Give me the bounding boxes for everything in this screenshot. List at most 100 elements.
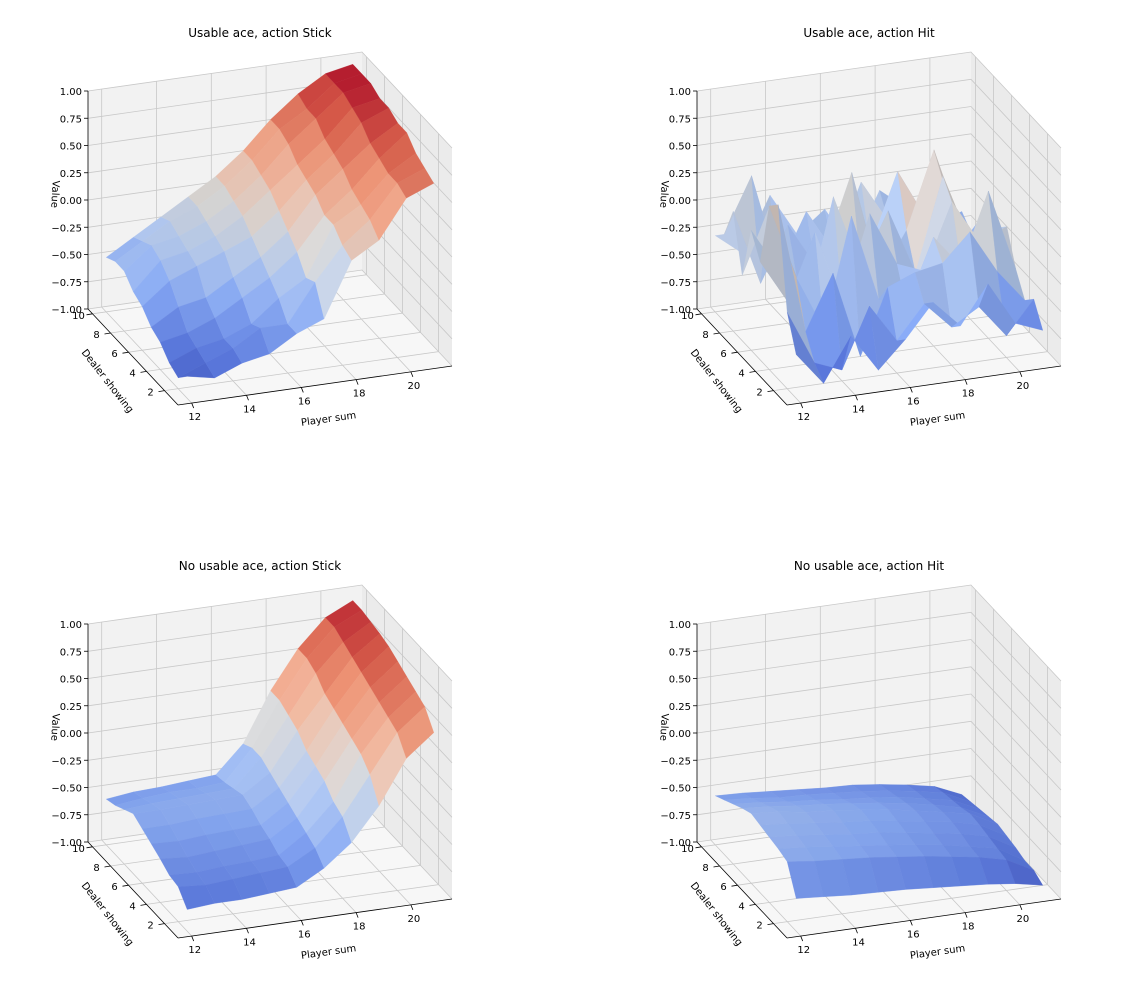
x-tick-label: 16 <box>907 929 920 940</box>
y-tick-mark <box>104 332 111 335</box>
z-gridline <box>696 160 1062 258</box>
x-tick-mark <box>246 928 249 934</box>
x-tick-mark <box>191 935 195 942</box>
z-tick-label: 1.00 <box>60 620 82 631</box>
z-gridline <box>696 611 1062 709</box>
x-tick-mark <box>410 371 414 377</box>
z-tick-label: 0.25 <box>60 702 82 713</box>
y-axis-label: Dealer showing <box>79 881 135 949</box>
y-tick-mark <box>731 884 738 887</box>
z-tick-label: −0.50 <box>51 251 82 262</box>
z-tick-label: −0.50 <box>51 784 82 795</box>
y-tick-label: 10 <box>72 311 85 322</box>
x-tick-label: 12 <box>188 412 201 423</box>
z-tick-label: −0.50 <box>660 251 691 262</box>
y-tick-label: 8 <box>93 863 99 874</box>
y-tick-label: 8 <box>702 330 708 341</box>
x-tick-mark <box>246 395 249 401</box>
y-tick-mark <box>695 846 702 849</box>
y-tick-label: 6 <box>720 882 726 893</box>
surface <box>714 784 1044 899</box>
y-axis-line <box>696 308 788 406</box>
z-gridline <box>696 106 1062 203</box>
x-tick-label: 18 <box>353 389 366 400</box>
x-tick-label: 14 <box>243 937 256 948</box>
x-tick-mark <box>1019 371 1023 377</box>
x-tick-label: 14 <box>243 404 256 415</box>
y-tick-mark <box>158 923 165 925</box>
z-gridline <box>696 720 1062 818</box>
x-tick-mark <box>855 928 858 934</box>
y-tick-label: 10 <box>681 311 694 322</box>
x-tick-label: 16 <box>907 396 920 407</box>
y-axis-line <box>696 841 788 939</box>
y-tick-mark <box>749 371 756 373</box>
x-tick-label: 12 <box>797 412 810 423</box>
x-tick-label: 12 <box>797 945 810 956</box>
y-tick-label: 6 <box>720 349 726 360</box>
chart-title: No usable ace, action Hit <box>794 559 945 573</box>
x-tick-mark <box>191 402 195 409</box>
x-tick-mark <box>964 912 968 918</box>
y-tick-mark <box>122 351 129 354</box>
subplot-3: No usable ace, action Stick 12 14 16 18 20 2 4 6… <box>48 559 453 962</box>
y-tick-label: 2 <box>147 388 153 399</box>
x-axis-label: Player sum <box>300 410 357 429</box>
z-tick-label: −0.75 <box>660 811 691 822</box>
z-gridline <box>696 748 1062 845</box>
z-tick-label: 0.00 <box>60 196 82 207</box>
z-tick-label: 0.00 <box>669 729 691 740</box>
chart-title: No usable ace, action Stick <box>179 559 341 573</box>
x-tick-label: 18 <box>962 922 975 933</box>
y-tick-mark <box>86 313 93 316</box>
z-tick-label: −0.75 <box>51 278 82 289</box>
y-axis-label: Dealer showing <box>688 881 744 949</box>
y-tick-label: 2 <box>147 921 153 932</box>
surface-patch <box>397 706 434 759</box>
subplot-2: Usable ace, action Hit 12 14 16 18 20 2 4 6 8 10−1… <box>657 26 1062 429</box>
z-tick-label: −0.75 <box>51 811 82 822</box>
x-axis-line <box>786 365 1062 406</box>
surface <box>105 600 434 910</box>
chart-title: Usable ace, action Hit <box>803 26 935 40</box>
y-tick-label: 6 <box>111 349 117 360</box>
x-tick-label: 14 <box>852 937 865 948</box>
z-gridline <box>696 584 1062 682</box>
z-tick-label: −0.25 <box>660 756 691 767</box>
x-tick-mark <box>800 402 804 409</box>
x-tick-mark <box>300 920 304 926</box>
x-tick-mark <box>909 387 913 393</box>
x-axis-line <box>786 898 1062 939</box>
y-tick-mark <box>713 865 720 868</box>
x-tick-mark <box>355 379 359 385</box>
y-tick-mark <box>767 390 774 392</box>
z-tick-label: 0.50 <box>60 675 82 686</box>
x-tick-label: 20 <box>408 381 421 392</box>
y-tick-label: 10 <box>681 844 694 855</box>
z-tick-label: 0.00 <box>60 729 82 740</box>
y-tick-mark <box>713 332 720 335</box>
z-gridline <box>696 639 1062 736</box>
chart-title: Usable ace, action Stick <box>188 26 332 40</box>
y-tick-mark <box>140 904 147 906</box>
surface <box>105 64 435 379</box>
x-tick-label: 18 <box>962 389 975 400</box>
z-tick-label: −0.25 <box>51 223 82 234</box>
z-gridline <box>87 51 453 149</box>
y-axis-line <box>87 308 179 406</box>
y-tick-label: 10 <box>72 844 85 855</box>
y-tick-label: 4 <box>129 901 135 912</box>
x-tick-label: 16 <box>298 929 311 940</box>
x-tick-label: 18 <box>353 922 366 933</box>
z-tick-label: 1.00 <box>669 620 691 631</box>
z-tick-label: 1.00 <box>60 87 82 98</box>
y-axis-label: Dealer showing <box>79 348 135 416</box>
y-tick-label: 2 <box>756 921 762 932</box>
z-tick-label: −0.25 <box>660 223 691 234</box>
x-axis-line <box>177 365 453 406</box>
x-axis-label: Player sum <box>300 943 357 962</box>
y-axis-label: Dealer showing <box>688 348 744 416</box>
z-tick-label: 0.25 <box>669 169 691 180</box>
subplot-4: No usable ace, action Hit121416182024681… <box>657 559 1062 962</box>
